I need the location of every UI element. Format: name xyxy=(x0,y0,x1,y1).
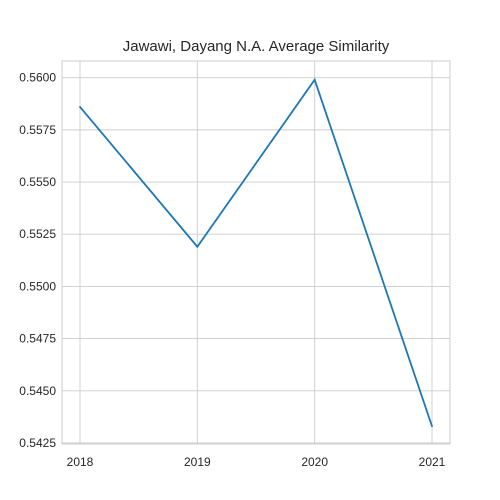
y-tick-label: 0.5600 xyxy=(19,71,56,85)
x-tick-label: 2018 xyxy=(67,455,94,469)
y-tick-label: 0.5525 xyxy=(19,227,56,241)
chart-title: Jawawi, Dayang N.A. Average Similarity xyxy=(123,38,390,55)
y-axis-tick-labels: 0.5425 0.5450 0.5475 0.5500 0.5525 0.5550 0.55… xyxy=(19,71,56,450)
data-point xyxy=(431,425,433,428)
y-tick-label: 0.5450 xyxy=(19,384,56,398)
series-lines xyxy=(79,77,433,428)
y-tick-label: 0.5500 xyxy=(19,279,56,293)
data-point xyxy=(79,106,81,108)
grid-lines xyxy=(62,61,450,444)
y-tick-label: 0.5550 xyxy=(19,175,56,189)
y-tick-label: 0.5425 xyxy=(19,436,56,450)
plot-area xyxy=(61,60,451,445)
x-tick-label: 2019 xyxy=(184,455,211,469)
x-tick-label: 2021 xyxy=(419,455,446,469)
x-axis-tick-labels: 2018 2019 2020 2021 xyxy=(67,455,446,469)
series-line xyxy=(79,77,433,427)
data-point xyxy=(313,78,316,81)
x-tick-label: 2020 xyxy=(301,455,328,469)
y-tick-label: 0.5475 xyxy=(19,332,56,346)
data-point xyxy=(196,245,199,248)
y-tick-label: 0.5575 xyxy=(19,123,56,137)
